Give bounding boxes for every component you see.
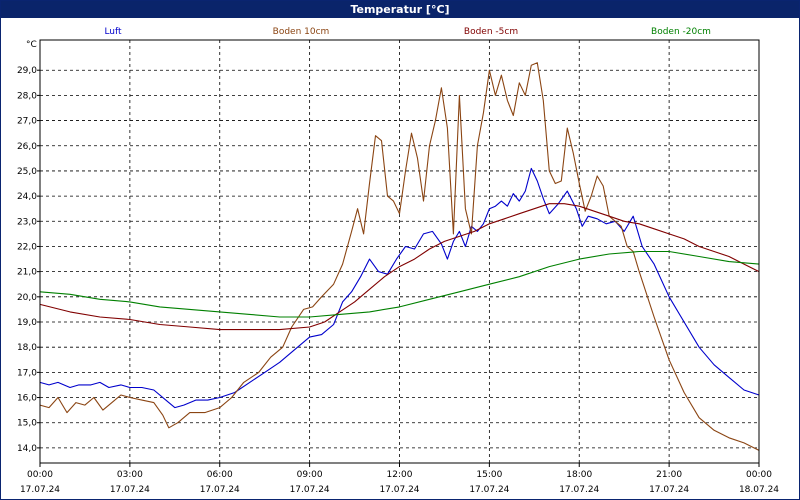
y-tick-label-6: 20,0 — [17, 293, 37, 303]
x-tick-date-1: 17.07.24 — [110, 485, 150, 495]
y-tick-label-2: 16,0 — [17, 394, 37, 404]
x-tick-date-4: 17.07.24 — [379, 485, 419, 495]
y-tick-label-0: 14,0 — [17, 444, 37, 454]
series-group — [39, 62, 760, 451]
y-tick-label-8: 22,0 — [17, 242, 37, 252]
y-tick-label-12: 26,0 — [17, 142, 37, 152]
y-tick-label-14: 28,0 — [17, 91, 37, 101]
y-tick-label-9: 23,0 — [17, 217, 37, 227]
legend: Luft Boden 10cm Boden -5cm Boden -20cm — [104, 27, 711, 37]
x-axis-labels: 00:00 17.07.24 03:00 17.07.24 06:00 17.07.24 0… — [20, 470, 779, 495]
x-tick-time-8: 00:00 — [746, 470, 772, 480]
x-tick-date-2: 17.07.24 — [200, 485, 240, 495]
x-tick-date-3: 17.07.24 — [290, 485, 330, 495]
x-tick-time-7: 21:00 — [656, 470, 682, 480]
series-line-boden-10cm — [39, 62, 760, 451]
x-tick-time-1: 03:00 — [117, 470, 143, 480]
x-tick-date-0: 17.07.24 — [20, 485, 60, 495]
y-tick-label-10: 24,0 — [17, 192, 37, 202]
series-line-boden-20cm — [39, 250, 760, 318]
x-tick-time-5: 15:00 — [476, 470, 502, 480]
y-axis-labels: 14,0 15,0 16,0 17,0 18,0 19,0 20,0 21,0 22,0 23,0… — [17, 66, 37, 454]
legend-entry-boden-10cm: Boden 10cm — [273, 27, 330, 37]
y-tick-label-11: 25,0 — [17, 167, 37, 177]
x-tick-time-4: 12:00 — [387, 470, 413, 480]
x-tick-date-6: 17.07.24 — [559, 485, 599, 495]
y-tick-label-7: 21,0 — [17, 268, 37, 278]
y-tick-label-5: 19,0 — [17, 318, 37, 328]
y-tick-label-4: 18,0 — [17, 343, 37, 353]
series-line-boden-5cm — [39, 203, 760, 331]
x-tick-time-2: 06:00 — [207, 470, 233, 480]
plot-frame — [37, 39, 760, 467]
legend-entry-luft: Luft — [104, 27, 122, 37]
x-tick-time-3: 09:00 — [297, 470, 323, 480]
y-tick-label-13: 27,0 — [17, 117, 37, 127]
x-tick-date-8: 18.07.24 — [739, 485, 779, 495]
y-tick-label-15: 29,0 — [17, 66, 37, 76]
series-line-luft — [39, 167, 760, 409]
x-tick-date-5: 17.07.24 — [469, 485, 509, 495]
x-tick-time-0: 00:00 — [27, 470, 53, 480]
legend-entry-boden-5cm: Boden -5cm — [464, 27, 518, 37]
x-tick-time-6: 18:00 — [566, 470, 592, 480]
y-axis-unit: °C — [26, 40, 37, 50]
x-tick-date-7: 17.07.24 — [649, 485, 689, 495]
y-tick-label-1: 15,0 — [17, 419, 37, 429]
y-tick-label-3: 17,0 — [17, 368, 37, 378]
chart-title: Temperatur [°C] — [1, 1, 799, 18]
legend-entry-boden-20cm: Boden -20cm — [651, 27, 711, 37]
